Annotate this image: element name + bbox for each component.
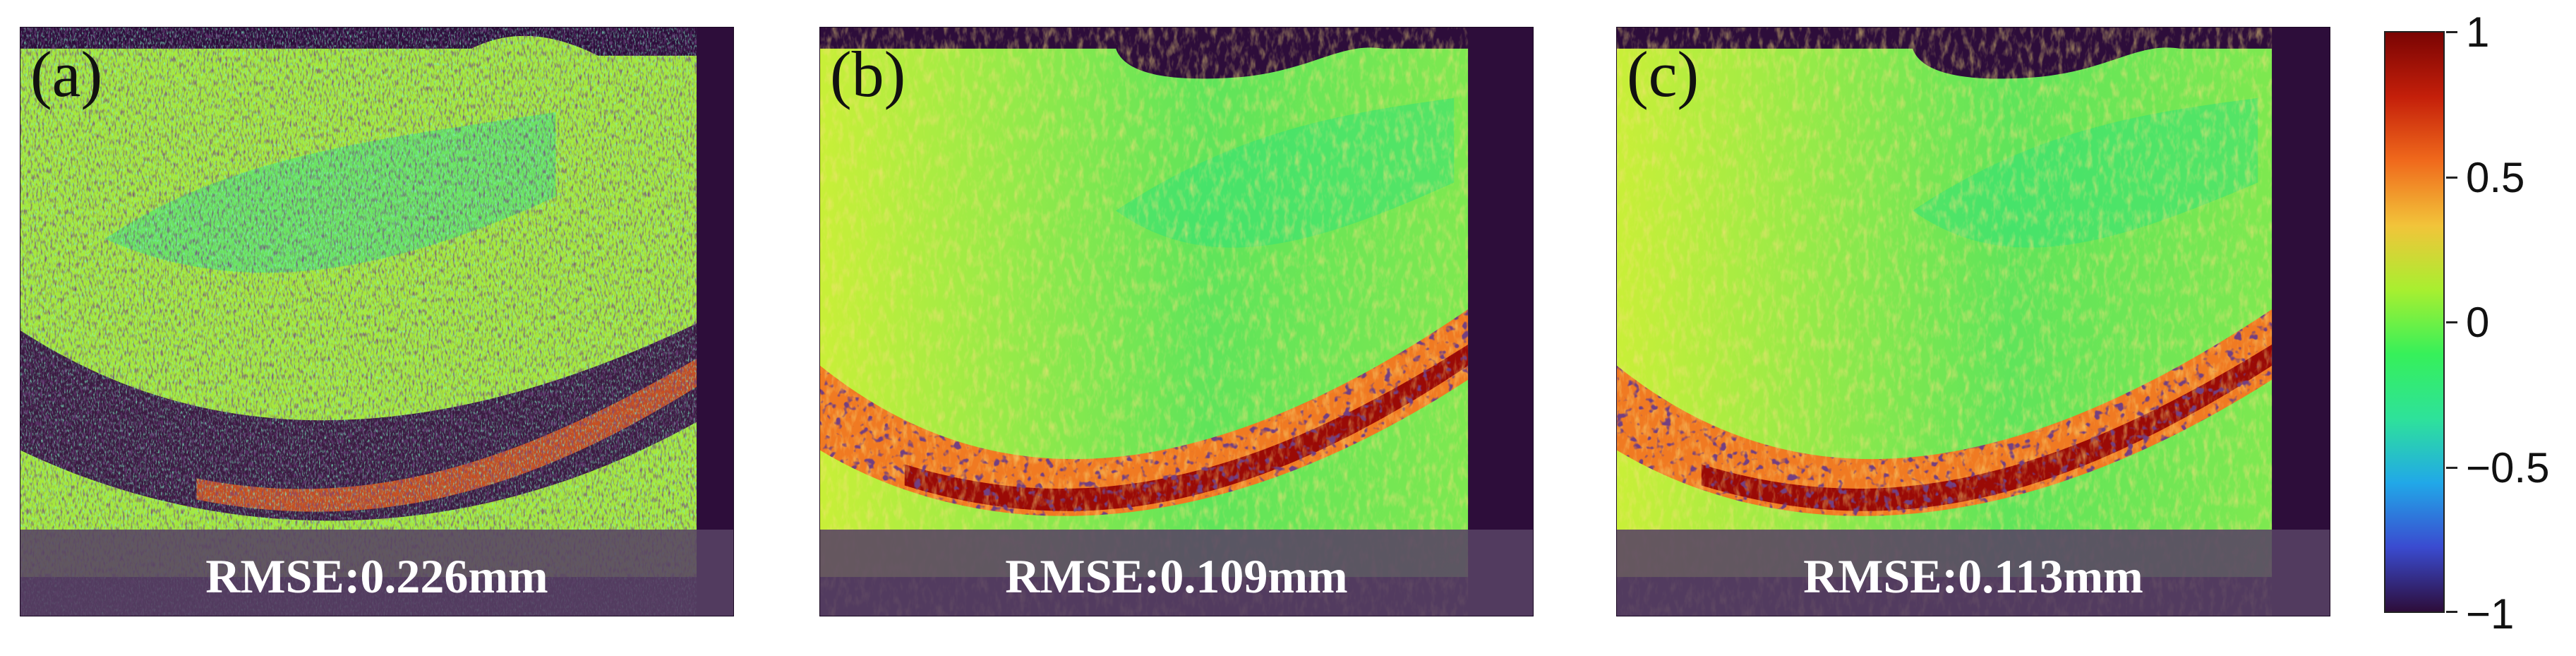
panel-c-error-map: (c) RMSE:0.113mm [1616,27,2330,616]
colorbar-tick [2446,467,2457,469]
rmse-text: RMSE:0.113mm [1803,549,2143,603]
colorbar-tick [2446,321,2457,323]
colorbar-tick [2446,611,2457,613]
colorbar-tick [2446,31,2457,33]
panel-label: (b) [830,38,906,110]
colorbar-tick [2446,177,2457,179]
rmse-band: RMSE:0.109mm [820,530,1533,616]
panel-label: (c) [1627,38,1699,110]
colorbar-label: 0 [2466,299,2490,346]
colorbar-label: −1 [2466,590,2515,638]
panel-label: (a) [30,38,103,110]
rmse-band: RMSE:0.113mm [1617,530,2330,616]
rmse-band: RMSE:0.226mm [20,530,733,616]
colorbar-label: 1 [2466,8,2490,56]
error-map-a [20,28,733,616]
error-map-b [820,28,1533,616]
colorbar-label: 0.5 [2466,154,2525,201]
rmse-text: RMSE:0.109mm [1005,549,1348,603]
colorbar-label: −0.5 [2466,444,2550,491]
colorbar [2384,31,2445,613]
error-map-c [1617,28,2330,616]
panel-a-error-map: (a) RMSE:0.226mm [20,27,734,616]
rmse-text: RMSE:0.226mm [205,549,548,603]
panel-b-error-map: (b) RMSE:0.109mm [819,27,1534,616]
